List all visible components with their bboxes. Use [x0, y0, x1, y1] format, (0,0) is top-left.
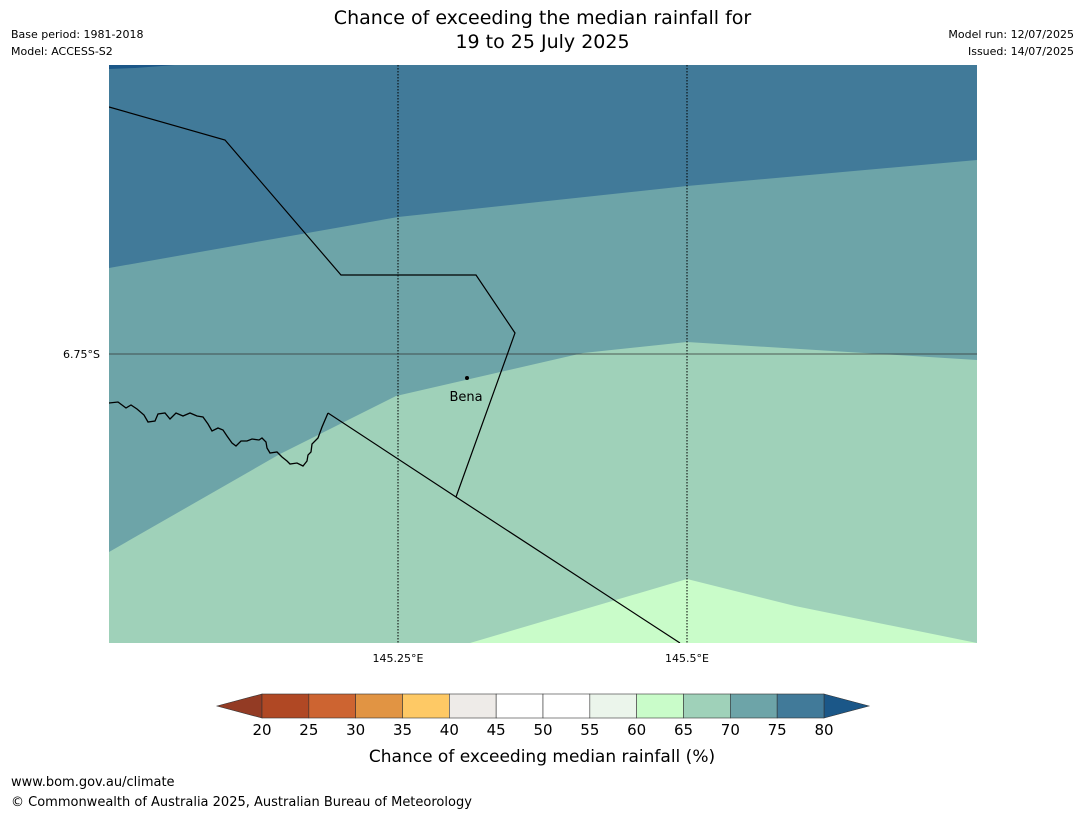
- colorbar: 20 25 30 35 40 45 50 55 60 65 70 75 80: [215, 693, 871, 739]
- colorbar-cell: [495, 693, 544, 719]
- model-name: Model: ACCESS-S2: [11, 45, 113, 58]
- colorbar-cell: [542, 693, 591, 719]
- colorbar-tick-label: 80: [814, 721, 833, 739]
- colorbar-tick-label: 55: [580, 721, 599, 739]
- coastline: [109, 401, 329, 467]
- colorbar-cell: [449, 693, 497, 719]
- colorbar-tick-label: 30: [346, 721, 365, 739]
- colorbar-cell: [308, 693, 356, 719]
- province-boundary-south: [327, 412, 681, 643]
- colorbar-tick-label: 25: [299, 721, 318, 739]
- colorbar-low-extend: [215, 693, 263, 719]
- colorbar-cell: [636, 693, 684, 719]
- colorbar-tick-label: 65: [674, 721, 693, 739]
- colorbar-cell: [355, 693, 403, 719]
- colorbar-cell: [776, 693, 825, 719]
- meta-right: Model run: 12/07/2025 Issued: 14/07/2025: [948, 26, 1074, 60]
- colorbar-tick-label: 50: [533, 721, 552, 739]
- colorbar-cell: [589, 693, 637, 719]
- place-label-bena: Bena: [449, 390, 482, 405]
- colorbar-tick-label: 70: [721, 721, 740, 739]
- colorbar-tick-label: 20: [252, 721, 271, 739]
- lon-label-145-5: 145.5°E: [665, 652, 709, 665]
- zone-75-80: [109, 65, 977, 268]
- chart-title: Chance of exceeding the median rainfall …: [0, 6, 1085, 54]
- lon-label-145-25: 145.25°E: [373, 652, 424, 665]
- colorbar-tick-label: 40: [440, 721, 459, 739]
- issued-date: Issued: 14/07/2025: [967, 45, 1074, 58]
- footer-copyright: © Commonwealth of Australia 2025, Austra…: [11, 795, 472, 810]
- colorbar-tick-label: 75: [768, 721, 787, 739]
- colorbar-cell: [730, 693, 778, 719]
- colorbar-cell: [683, 693, 731, 719]
- zone-80-plus: [109, 65, 175, 69]
- meta-left: Base period: 1981-2018 Model: ACCESS-S2: [11, 26, 143, 60]
- colorbar-cell: [261, 693, 310, 719]
- colorbar-tick-label: 60: [627, 721, 646, 739]
- title-line-2: 19 to 25 July 2025: [455, 31, 630, 53]
- lat-label: 6.75°S: [63, 348, 100, 361]
- footer-url: www.bom.gov.au/climate: [11, 775, 175, 790]
- title-line-1: Chance of exceeding the median rainfall …: [333, 7, 752, 29]
- colorbar-tick-label: 35: [393, 721, 412, 739]
- colorbar-high-extend: [823, 693, 871, 719]
- map-plot-area: Bena: [109, 65, 977, 643]
- colorbar-cell: [402, 693, 450, 719]
- base-period: Base period: 1981-2018: [11, 28, 144, 41]
- bena-marker: [465, 376, 469, 380]
- colorbar-title: Chance of exceeding median rainfall (%): [369, 747, 715, 767]
- model-run: Model run: 12/07/2025: [948, 28, 1074, 41]
- province-boundary: [109, 106, 516, 498]
- colorbar-tick-label: 45: [487, 721, 506, 739]
